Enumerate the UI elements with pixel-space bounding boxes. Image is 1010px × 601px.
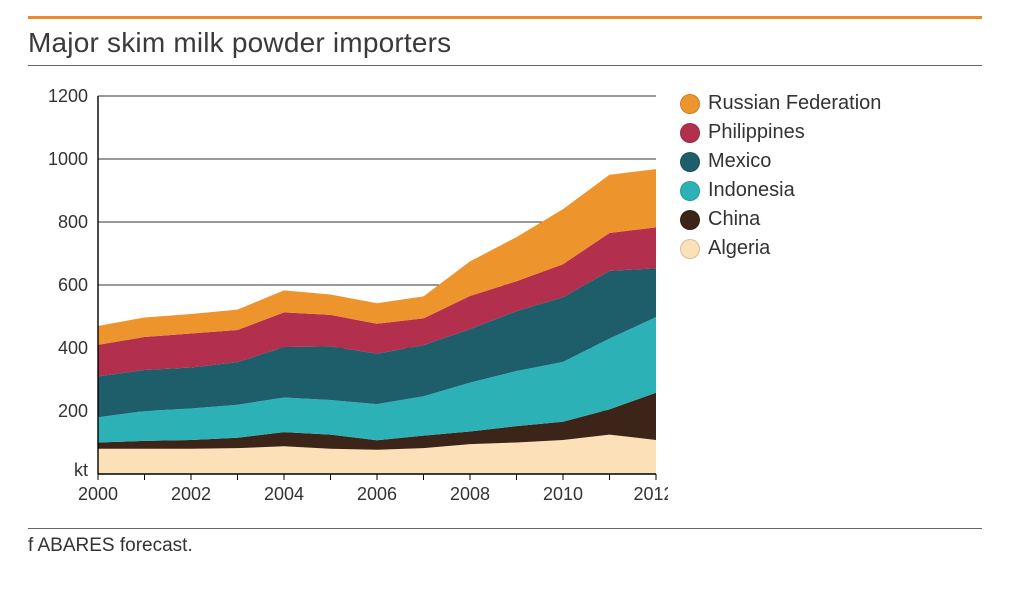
legend-label: Philippines [708,121,805,144]
svg-text:200: 200 [58,401,88,421]
legend-item-mexico: Mexico [680,150,881,173]
bottom-rule [28,528,982,529]
legend-item-philippines: Philippines [680,121,881,144]
svg-text:2002: 2002 [171,484,211,504]
chart-plot: 200 400 600 800 1000 1200 kt 2000 2002 2004 2006 20… [28,84,668,514]
svg-text:1000: 1000 [48,149,88,169]
legend-swatch [680,123,700,143]
svg-text:2000: 2000 [78,484,118,504]
legend-swatch [680,152,700,172]
legend-label: Russian Federation [708,92,881,115]
svg-text:2008: 2008 [450,484,490,504]
title-rule [28,65,982,66]
legend-label: China [708,208,760,231]
svg-text:2012f: 2012f [633,484,668,504]
legend-swatch [680,239,700,259]
legend-swatch [680,94,700,114]
legend-swatch [680,210,700,230]
chart-row: 200 400 600 800 1000 1200 kt 2000 2002 2004 2006 20… [28,84,982,514]
legend-label: Algeria [708,237,770,260]
svg-text:600: 600 [58,275,88,295]
page-container: Major skim milk powder importers 200 400 6… [0,0,1010,601]
svg-text:2006: 2006 [357,484,397,504]
svg-text:kt: kt [74,460,88,480]
legend-item-algeria: Algeria [680,237,881,260]
chart-title: Major skim milk powder importers [28,27,982,59]
legend-label: Mexico [708,150,771,173]
footnote: f ABARES forecast. [28,535,982,557]
svg-text:2004: 2004 [264,484,304,504]
legend-item-indonesia: Indonesia [680,179,881,202]
legend-label: Indonesia [708,179,795,202]
svg-text:2010: 2010 [543,484,583,504]
legend: Russian Federation Philippines Mexico Indon… [680,92,881,266]
svg-text:400: 400 [58,338,88,358]
stacked-area-svg: 200 400 600 800 1000 1200 kt 2000 2002 2004 2006 20… [28,84,668,514]
svg-text:1200: 1200 [48,86,88,106]
legend-item-russian-federation: Russian Federation [680,92,881,115]
svg-text:800: 800 [58,212,88,232]
top-rule [28,16,982,19]
legend-swatch [680,181,700,201]
legend-item-china: China [680,208,881,231]
